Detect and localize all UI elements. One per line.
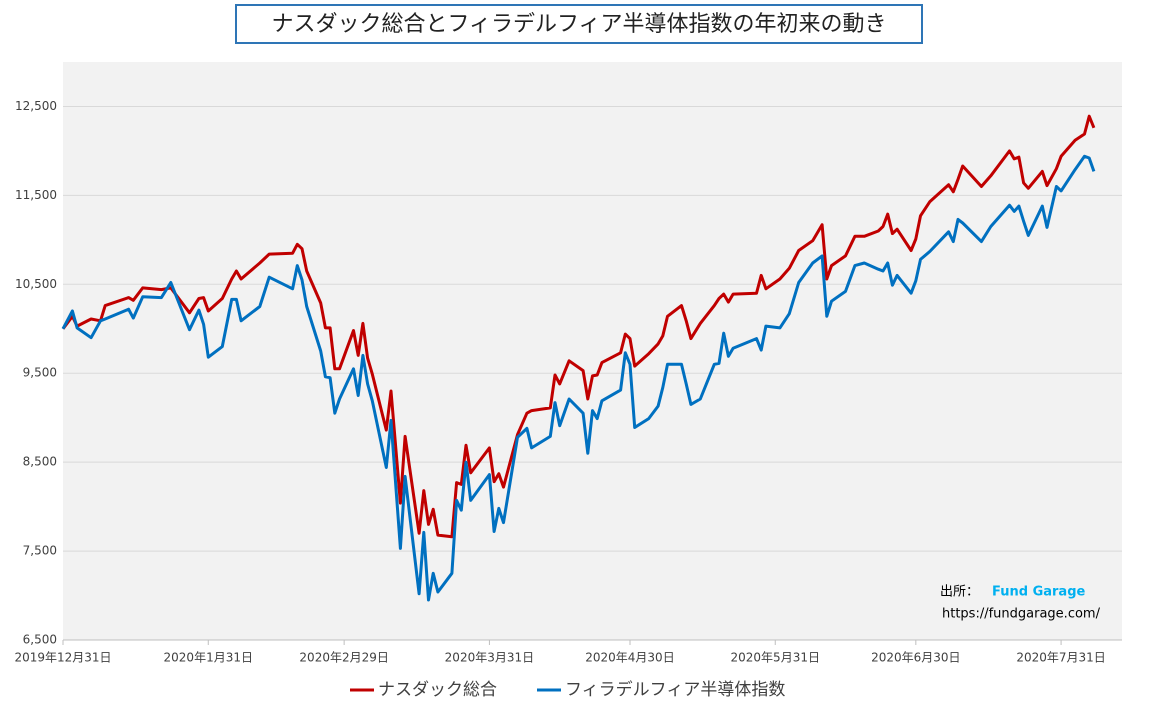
source-url: https://fundgarage.com/ (942, 607, 1101, 622)
x-tick-label: 2020年5月31日 (731, 651, 820, 665)
y-tick-label: 9,500 (23, 366, 57, 380)
x-tick-label: 2020年2月29日 (299, 651, 388, 665)
plot-area (63, 62, 1122, 640)
y-tick-label: 11,500 (15, 188, 57, 202)
x-tick-label: 2020年6月30日 (871, 651, 960, 665)
y-tick-label: 6,500 (23, 633, 57, 647)
y-tick-label: 10,500 (15, 277, 57, 291)
line-series (61, 114, 1096, 539)
source-label: 出所： (940, 585, 979, 600)
x-tick-label: 2020年4月30日 (585, 651, 674, 665)
x-tick-label: 2019年12月31日 (14, 651, 111, 665)
legend-label: フィラデルフィア半導体指数 (565, 679, 785, 700)
legend-label: ナスダック総合 (378, 680, 497, 700)
line-series (61, 154, 1096, 602)
title-box (235, 4, 923, 44)
y-tick-label: 8,500 (23, 455, 57, 469)
chart-title: ナスダック総合とフィラデルフィア半導体指数の年初来の動き (271, 12, 886, 37)
x-tick-label: 2020年7月31日 (1016, 651, 1105, 665)
y-tick-label: 7,500 (23, 544, 57, 558)
y-tick-label: 12,500 (15, 99, 57, 113)
x-tick-label: 2020年3月31日 (445, 651, 534, 665)
source-name: Fund Garage (992, 585, 1086, 600)
x-tick-label: 2020年1月31日 (164, 651, 253, 665)
